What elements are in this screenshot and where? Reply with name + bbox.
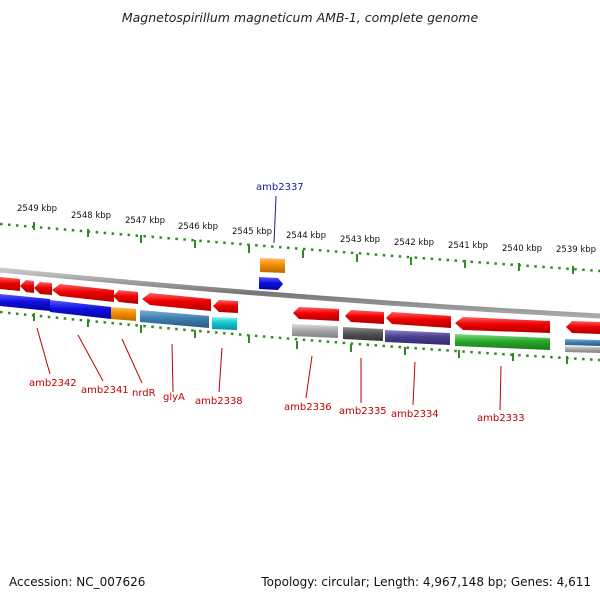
gene-feature[interactable] bbox=[20, 280, 34, 293]
leader-line bbox=[218, 347, 223, 393]
tick-major bbox=[33, 313, 35, 321]
gene-label-amb2337[interactable]: amb2337 bbox=[256, 182, 304, 193]
gene-feature[interactable] bbox=[566, 321, 600, 334]
leader-lines bbox=[36, 195, 502, 411]
gene-feature[interactable] bbox=[142, 293, 211, 311]
tick-label: 2546 kbp bbox=[178, 222, 218, 232]
tick-major bbox=[410, 257, 412, 265]
tick-label: 2545 kbp bbox=[232, 227, 272, 237]
gene-label-amb2336[interactable]: amb2336 bbox=[284, 402, 332, 413]
leader-line bbox=[412, 361, 416, 406]
gene-feature[interactable] bbox=[565, 339, 600, 346]
tick-major bbox=[464, 260, 466, 268]
gene-feature[interactable] bbox=[259, 277, 283, 290]
gene-feature[interactable] bbox=[0, 294, 50, 311]
tick-major bbox=[512, 353, 514, 361]
bottom-tick-track bbox=[0, 310, 600, 364]
gene-feature[interactable] bbox=[34, 282, 52, 295]
tick-major bbox=[194, 240, 196, 248]
gene-row-lower bbox=[0, 294, 600, 353]
leader-line bbox=[77, 334, 104, 382]
gene-labels: amb2337 amb2342 amb2341 nrdR glyA amb233… bbox=[29, 182, 525, 424]
leader-line bbox=[171, 343, 174, 393]
gene-feature[interactable] bbox=[140, 310, 209, 328]
tick-major bbox=[248, 245, 250, 253]
tick-major bbox=[194, 330, 196, 338]
gene-feature[interactable] bbox=[0, 277, 20, 291]
tick-label: 2549 kbp bbox=[17, 204, 57, 214]
map-title: Magnetospirillum magneticum AMB-1, compl… bbox=[122, 10, 479, 25]
leader-line bbox=[305, 355, 313, 399]
leader-line bbox=[499, 365, 502, 411]
tick-major bbox=[87, 319, 89, 327]
gene-feature[interactable] bbox=[386, 312, 451, 328]
gene-feature[interactable] bbox=[260, 258, 285, 273]
tick-major bbox=[566, 356, 568, 364]
topology-text: Topology: circular; Length: 4,967,148 bp… bbox=[260, 575, 591, 589]
gene-feature[interactable] bbox=[565, 346, 600, 353]
tick-label: 2543 kbp bbox=[340, 235, 380, 245]
gene-label-amb2335[interactable]: amb2335 bbox=[339, 406, 387, 417]
tick-major bbox=[296, 341, 298, 349]
gene-feature[interactable] bbox=[292, 324, 338, 338]
tick-major bbox=[302, 250, 304, 258]
leader-line bbox=[273, 195, 277, 244]
gene-label-amb2338[interactable]: amb2338 bbox=[195, 396, 243, 407]
tick-label: 2547 kbp bbox=[125, 216, 165, 226]
tick-major bbox=[33, 222, 35, 230]
gene-amb2337-group bbox=[259, 258, 285, 290]
tick-major bbox=[350, 344, 352, 352]
tick-major bbox=[518, 263, 520, 271]
gene-feature[interactable] bbox=[455, 334, 550, 350]
gene-feature[interactable] bbox=[293, 307, 339, 321]
tick-major bbox=[87, 229, 89, 237]
tick-label: 2540 kbp bbox=[502, 244, 542, 254]
gene-feature[interactable] bbox=[455, 317, 550, 333]
tick-major bbox=[458, 350, 460, 358]
gene-feature[interactable] bbox=[213, 300, 238, 313]
tick-label: 2544 kbp bbox=[286, 231, 326, 241]
tick-major bbox=[248, 335, 250, 343]
gene-feature[interactable] bbox=[52, 284, 114, 302]
gene-label-nrdR[interactable]: nrdR bbox=[132, 388, 156, 399]
gene-label-amb2333[interactable]: amb2333 bbox=[477, 413, 525, 424]
tick-label: 2539 kbp bbox=[556, 245, 596, 255]
gene-feature[interactable] bbox=[111, 307, 136, 321]
gene-feature[interactable] bbox=[385, 330, 450, 345]
gene-label-amb2341[interactable]: amb2341 bbox=[81, 385, 129, 396]
gene-feature[interactable] bbox=[345, 310, 384, 324]
tick-label: 2548 kbp bbox=[71, 211, 111, 221]
gene-feature[interactable] bbox=[212, 317, 237, 330]
top-tick-track bbox=[0, 222, 600, 274]
accession-text: Accession: NC_007626 bbox=[9, 575, 145, 589]
tick-label: 2542 kbp bbox=[394, 238, 434, 248]
leader-line bbox=[121, 338, 143, 384]
gene-feature[interactable] bbox=[50, 300, 111, 319]
tick-labels: 2549 kbp 2548 kbp 2547 kbp 2546 kbp 2545… bbox=[17, 204, 596, 255]
tick-major bbox=[140, 235, 142, 243]
gene-label-glyA[interactable]: glyA bbox=[163, 392, 185, 403]
tick-label: 2541 kbp bbox=[448, 241, 488, 251]
gene-feature[interactable] bbox=[113, 290, 138, 304]
tick-major bbox=[572, 266, 574, 274]
gene-row-upper bbox=[0, 277, 600, 334]
tick-major bbox=[404, 347, 406, 355]
genome-backbone bbox=[0, 267, 600, 319]
gene-feature[interactable] bbox=[343, 327, 383, 341]
tick-major bbox=[356, 254, 358, 262]
leader-line bbox=[36, 327, 51, 375]
tick-major bbox=[140, 325, 142, 333]
gene-label-amb2334[interactable]: amb2334 bbox=[391, 409, 439, 420]
gene-label-amb2342[interactable]: amb2342 bbox=[29, 378, 77, 389]
